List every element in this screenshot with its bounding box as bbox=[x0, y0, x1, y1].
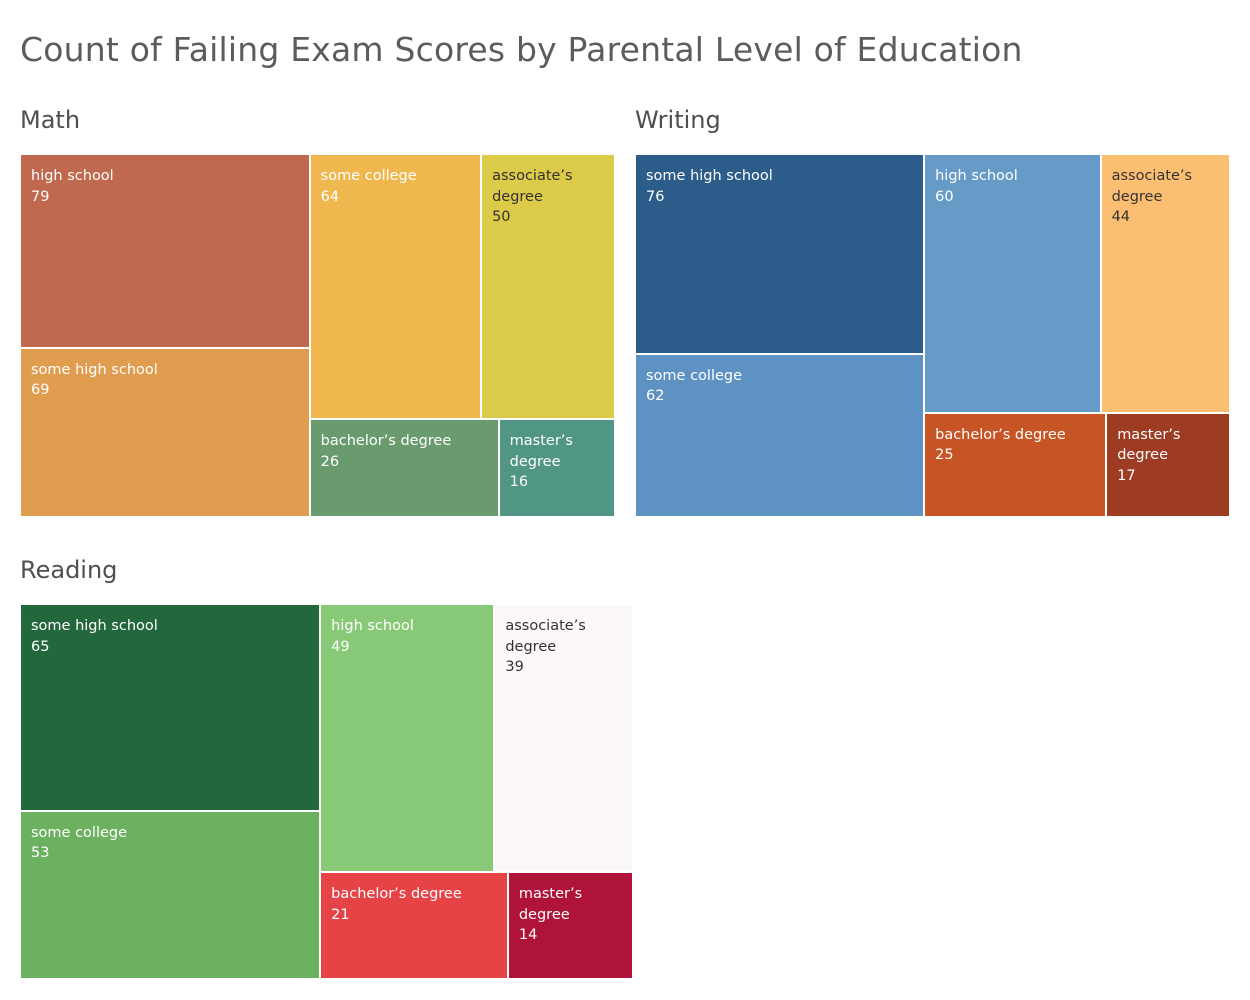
cell-value-label: 39 bbox=[505, 659, 524, 675]
math-treemap: high school 79 some high school 69 some coll… bbox=[20, 154, 615, 517]
cell-label: some high school 65 bbox=[31, 616, 313, 657]
cell-category-label: master’s degree bbox=[518, 886, 583, 923]
cell-category-label: associate’s degree bbox=[505, 618, 586, 655]
cell-value-label: 26 bbox=[320, 453, 340, 470]
writing-cell-some-college[interactable]: some college 62 bbox=[635, 353, 925, 517]
cell-category-label: high school bbox=[935, 168, 1018, 184]
cell-category-label: bachelor’s degree bbox=[320, 433, 452, 450]
writing-treemap: some high school 76 some college 62 high sch… bbox=[635, 154, 1230, 517]
cell-category-label: high school bbox=[331, 618, 414, 634]
cell-category-label: high school bbox=[31, 168, 114, 184]
writing-cell-some-high-school[interactable]: some high school 76 bbox=[635, 154, 925, 354]
math-cell-high-school[interactable]: high school 79 bbox=[20, 154, 310, 348]
cell-category-label: some high school bbox=[31, 618, 158, 634]
math-cell-some-high-school[interactable]: some high school 69 bbox=[20, 347, 310, 517]
cell-label: high school 49 bbox=[331, 616, 487, 657]
math-chart-title: Math bbox=[20, 106, 81, 134]
cell-label: master’s degree 16 bbox=[510, 431, 608, 493]
cell-label: high school 60 bbox=[935, 166, 1093, 207]
cell-value-label: 44 bbox=[1111, 209, 1131, 225]
cell-label: some high school 69 bbox=[31, 360, 303, 401]
reading-chart-title: Reading bbox=[20, 556, 118, 584]
reading-treemap: some high school 65 some college 53 high sch… bbox=[20, 604, 633, 979]
cell-category-label: master’s degree bbox=[1117, 426, 1181, 464]
cell-value-label: 53 bbox=[31, 845, 50, 862]
cell-label: bachelor’s degree 25 bbox=[935, 425, 1099, 466]
writing-cell-associates-degree[interactable]: associate’s degree 44 bbox=[1100, 154, 1230, 413]
cell-label: bachelor’s degree 21 bbox=[331, 884, 501, 925]
cell-value-label: 79 bbox=[31, 188, 50, 205]
cell-label: associate’s degree 50 bbox=[492, 166, 608, 228]
cell-category-label: master’s degree bbox=[509, 433, 573, 470]
cell-value-label: 25 bbox=[935, 447, 954, 464]
cell-value-label: 14 bbox=[518, 927, 538, 944]
math-cell-some-college[interactable]: some college 64 bbox=[309, 154, 482, 420]
cell-label: associate’s degree 39 bbox=[505, 616, 626, 678]
cell-value-label: 65 bbox=[31, 638, 50, 655]
math-cell-masters-degree[interactable]: master’s degree 16 bbox=[498, 419, 615, 517]
reading-cell-bachelors-degree[interactable]: bachelor’s degree 21 bbox=[320, 872, 508, 979]
writing-chart-title: Writing bbox=[635, 106, 721, 134]
reading-cell-high-school[interactable]: high school 49 bbox=[320, 604, 495, 873]
math-cell-bachelors-degree[interactable]: bachelor’s degree 26 bbox=[309, 419, 499, 517]
cell-value-label: 49 bbox=[331, 638, 350, 655]
cell-label: master’s degree 14 bbox=[519, 884, 626, 946]
cell-value-label: 50 bbox=[492, 209, 511, 225]
cell-category-label: some college bbox=[646, 367, 743, 384]
cell-category-label: associate’s degree bbox=[1111, 168, 1193, 205]
cell-category-label: some college bbox=[320, 168, 417, 184]
cell-value-label: 64 bbox=[320, 188, 340, 205]
writing-cell-bachelors-degree[interactable]: bachelor’s degree 25 bbox=[924, 412, 1107, 517]
cell-label: some college 62 bbox=[646, 366, 917, 407]
cell-label: some college 64 bbox=[321, 166, 474, 207]
math-cell-associates-degree[interactable]: associate’s degree 50 bbox=[481, 154, 615, 420]
writing-cell-high-school[interactable]: high school 60 bbox=[924, 154, 1101, 413]
cell-value-label: 16 bbox=[509, 474, 529, 491]
cell-label: some high school 76 bbox=[646, 166, 917, 207]
cell-category-label: bachelor’s degree bbox=[331, 886, 462, 903]
cell-label: high school 79 bbox=[31, 166, 303, 207]
cell-label: some college 53 bbox=[31, 823, 313, 864]
cell-label: master’s degree 17 bbox=[1117, 425, 1223, 487]
reading-cell-associates-degree[interactable]: associate’s degree 39 bbox=[494, 604, 633, 873]
cell-label: bachelor’s degree 26 bbox=[321, 431, 492, 472]
cell-category-label: some college bbox=[31, 824, 128, 841]
reading-cell-some-high-school[interactable]: some high school 65 bbox=[20, 604, 321, 811]
cell-category-label: bachelor’s degree bbox=[935, 426, 1066, 443]
page-title: Count of Failing Exam Scores by Parental… bbox=[20, 30, 1023, 69]
cell-label: associate’s degree 44 bbox=[1112, 166, 1223, 228]
reading-cell-masters-degree[interactable]: master’s degree 14 bbox=[507, 872, 633, 979]
cell-value-label: 17 bbox=[1117, 467, 1136, 484]
cell-category-label: associate’s degree bbox=[492, 168, 573, 205]
cell-category-label: some high school bbox=[31, 361, 158, 378]
cell-value-label: 21 bbox=[331, 906, 350, 923]
reading-cell-some-college[interactable]: some college 53 bbox=[20, 810, 321, 979]
cell-value-label: 62 bbox=[646, 388, 665, 405]
cell-category-label: some high school bbox=[646, 168, 773, 184]
cell-value-label: 76 bbox=[646, 188, 665, 205]
cell-value-label: 69 bbox=[31, 382, 50, 399]
cell-value-label: 60 bbox=[935, 188, 954, 205]
writing-cell-masters-degree[interactable]: master’s degree 17 bbox=[1106, 412, 1230, 517]
